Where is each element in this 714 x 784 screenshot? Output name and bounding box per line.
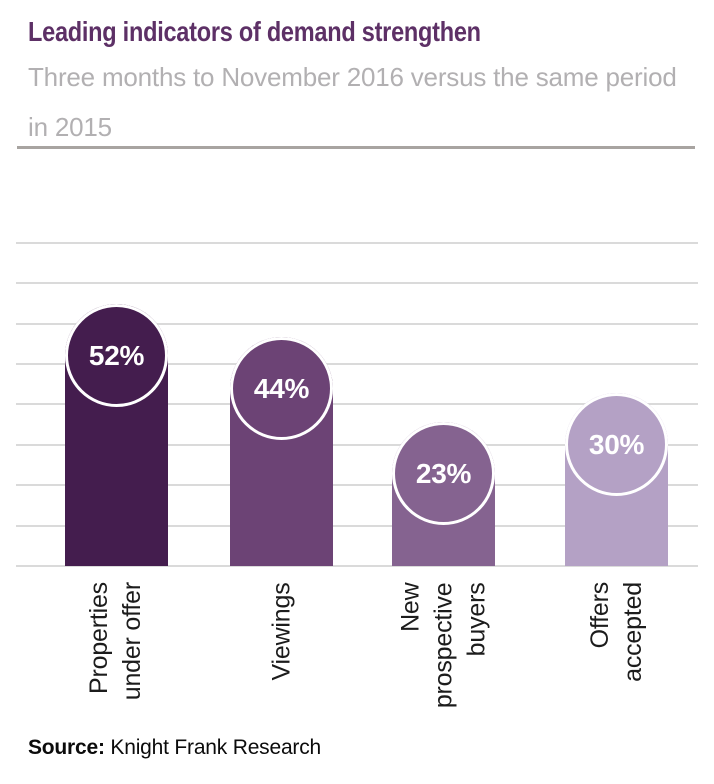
- x-axis-label-text: Properties under offer: [85, 582, 146, 701]
- bar: 52%: [65, 304, 168, 566]
- source-note: Source: Knight Frank Research: [28, 736, 321, 760]
- x-axis-label-text: Offers accepted: [586, 582, 647, 682]
- chart-title: Leading indicators of demand strengthen: [28, 16, 481, 47]
- bar-cap-circle: 44%: [230, 337, 333, 440]
- bar-value-label: 30%: [588, 428, 645, 460]
- bar-value-label: 23%: [415, 457, 472, 489]
- gridline: [16, 403, 698, 406]
- x-axis-label: New prospective buyers: [362, 582, 526, 746]
- bar-value-label: 44%: [253, 372, 310, 404]
- bar-cap-circle: 52%: [65, 304, 168, 407]
- gridline: [16, 322, 698, 325]
- x-axis-label: Properties under offer: [34, 582, 198, 746]
- gridline: [16, 484, 698, 487]
- source-label: Source:: [28, 736, 105, 759]
- gridline: [16, 241, 698, 244]
- gridline: [16, 282, 698, 285]
- header-divider: [17, 146, 695, 149]
- x-axis-label: Viewings: [200, 582, 364, 746]
- x-axis-label-text: New prospective buyers: [396, 582, 491, 708]
- bar-cap-circle: 30%: [565, 393, 668, 496]
- bar: 44%: [230, 337, 333, 566]
- chart-subtitle: Three months to November 2016 versus the…: [28, 62, 677, 142]
- source-text: Knight Frank Research: [104, 736, 321, 759]
- x-axis-label: Offers accepted: [535, 582, 699, 746]
- gridline: [16, 363, 698, 365]
- x-axis-label-text: Viewings: [267, 582, 296, 680]
- plot-area: 52% 44% 23% 30%: [16, 200, 698, 567]
- gridline: [16, 443, 698, 446]
- gridline: [16, 565, 698, 567]
- bar-value-label: 52%: [88, 339, 145, 371]
- bar: 30%: [565, 393, 668, 566]
- gridline: [16, 524, 698, 527]
- bar-cap-circle: 23%: [392, 422, 495, 525]
- bar: 23%: [392, 422, 495, 566]
